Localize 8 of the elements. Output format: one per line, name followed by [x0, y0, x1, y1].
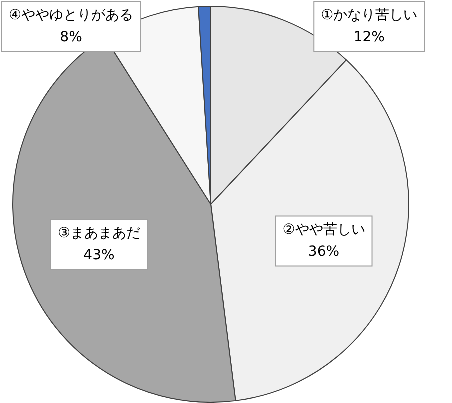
data-label: 8%	[60, 30, 82, 46]
slice-label: ①かなり苦しい	[321, 8, 418, 24]
slice-label: ④ややゆとりがある	[8, 8, 134, 24]
slice-label: ③まあまあだ	[58, 225, 141, 242]
data-label: 36%	[308, 244, 340, 260]
slice-label: ②やや苦しい	[282, 222, 366, 238]
data-label: 12%	[354, 30, 385, 46]
data-label: 43%	[84, 247, 115, 264]
